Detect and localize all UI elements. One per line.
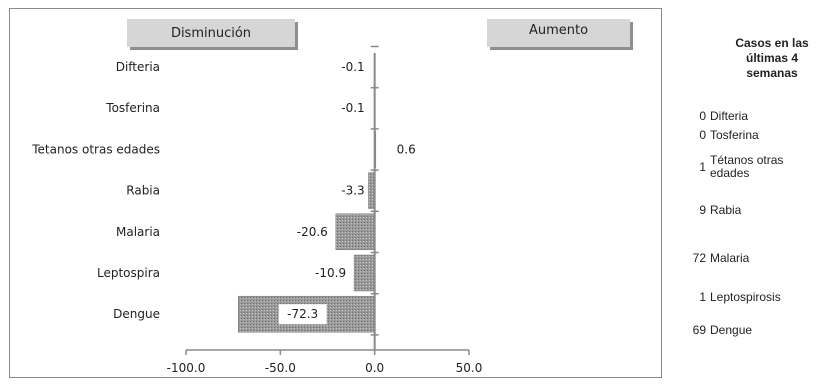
cases-row: 0 Difteria (670, 108, 820, 124)
cases-event-name: Tosferina (710, 127, 759, 142)
cases-panel-title: Casos en las últimas 4 semanas (735, 36, 809, 80)
increase-legend-box: Aumento (487, 19, 630, 47)
value-label: -0.1 (341, 101, 364, 115)
category-label: Leptospira (97, 266, 160, 280)
cases-count: 1 (699, 290, 706, 304)
decrease-legend-box: Disminución (127, 19, 295, 47)
x-tick-label: -50.0 (265, 361, 296, 375)
category-label: Tosferina (105, 101, 160, 115)
increase-legend-label: Aumento (528, 23, 589, 38)
bar (335, 213, 375, 251)
cases-row: 1 Tétanos otras edades (670, 152, 820, 182)
bar-chart: Difteria -0.1 Tosferina -0.1 Tetanos otras e… (31, 45, 483, 375)
cases-count: 69 (692, 323, 706, 337)
cases-row: 9 Rabia (670, 202, 820, 218)
cases-row: 72 Malaria (670, 250, 820, 266)
bar (353, 254, 375, 292)
cases-event-name: Leptospirosis (710, 289, 781, 304)
cases-row: 1 Leptospirosis (670, 289, 820, 305)
category-label: Tetanos otras edades (31, 142, 160, 156)
decrease-legend-label: Disminución (170, 25, 252, 41)
cases-row: 0 Tosferina (670, 127, 820, 143)
x-tick-label: 50.0 (456, 361, 483, 375)
value-label: -20.6 (297, 225, 328, 239)
category-label: Difteria (116, 60, 160, 74)
value-label: -72.3 (287, 307, 318, 321)
chart-area: Difteria -0.1 Tosferina -0.1 Tetanos otras e… (9, 8, 662, 378)
cases-event-name: Malaria (710, 250, 750, 265)
value-label: -3.3 (341, 184, 364, 198)
cases-event-name: Dengue (710, 322, 753, 337)
cases-event-name: Rabia (710, 202, 742, 217)
value-label: -10.9 (315, 266, 346, 280)
cases-count: 72 (692, 251, 706, 265)
x-tick-label: 0.0 (365, 361, 384, 375)
value-label-bg (278, 304, 327, 325)
value-label: -0.1 (341, 60, 364, 74)
category-label: Malaria (116, 225, 160, 239)
category-label: Dengue (113, 307, 160, 321)
cases-event-name: Difteria (710, 108, 749, 123)
cases-event-name: Tétanos otras edades (710, 153, 784, 180)
x-tick-label: -100.0 (167, 361, 206, 375)
category-label: Rabia (126, 184, 160, 198)
cases-row: 69 Dengue (670, 322, 820, 338)
cases-count: 0 (699, 109, 706, 123)
value-label: 0.6 (397, 142, 416, 156)
cases-count: 9 (699, 203, 706, 217)
cases-count: 1 (699, 160, 706, 174)
cases-count: 0 (699, 128, 706, 142)
